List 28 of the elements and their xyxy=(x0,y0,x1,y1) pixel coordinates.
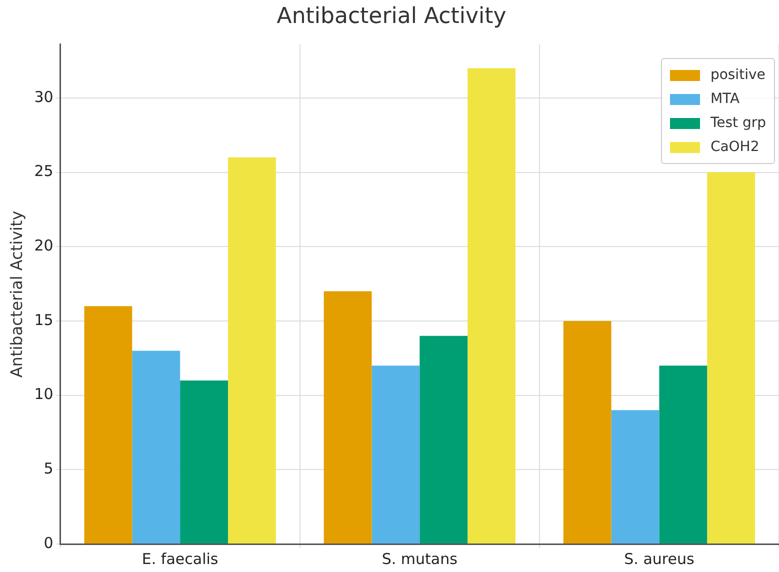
bar xyxy=(372,366,420,544)
y-axis-title: Antibacterial Activity xyxy=(6,210,26,378)
bar xyxy=(563,320,612,544)
bar xyxy=(180,380,228,544)
bar xyxy=(228,157,276,544)
bar xyxy=(611,410,660,544)
y-tick-label: 15 xyxy=(34,310,54,329)
legend-label: positive xyxy=(710,67,766,83)
legend-label: Test grp xyxy=(710,115,766,131)
bar xyxy=(659,366,708,544)
y-tick-label: 30 xyxy=(34,88,54,106)
legend-label: CaOH2 xyxy=(710,139,760,155)
y-tick-label: 0 xyxy=(44,534,54,552)
bar xyxy=(84,306,132,544)
x-tick-label: S. aureus xyxy=(624,550,694,568)
chart-title: Antibacterial Activity xyxy=(276,4,506,29)
y-tick-label: 25 xyxy=(34,162,54,180)
bar xyxy=(420,336,468,544)
bar xyxy=(132,350,180,544)
y-tick-label: 5 xyxy=(44,460,54,478)
bar xyxy=(468,68,516,544)
bar xyxy=(707,172,756,544)
y-tick-label: 10 xyxy=(34,385,54,404)
legend-label: MTA xyxy=(710,91,740,107)
bar xyxy=(324,291,372,544)
y-tick-label: 20 xyxy=(34,236,54,255)
x-tick-label: S. mutans xyxy=(382,550,458,568)
x-tick-label: E. faecalis xyxy=(142,550,218,568)
